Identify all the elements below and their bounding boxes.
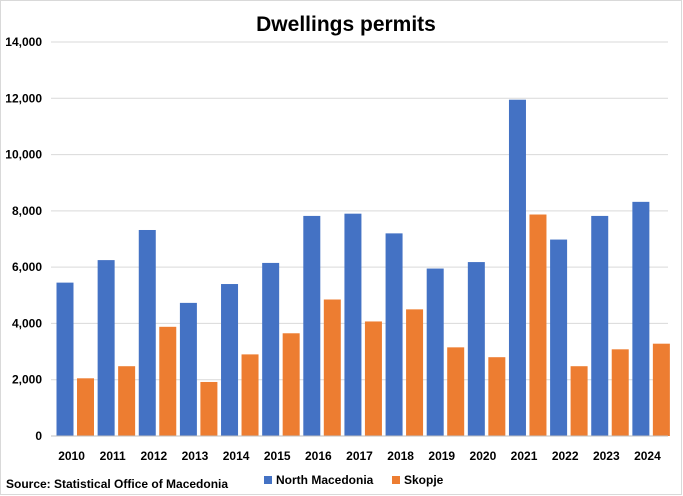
bar-skopje-2020: [488, 357, 506, 436]
bar-skopje-2019: [447, 347, 465, 436]
y-tick-label: 8,000: [12, 204, 42, 218]
bar-skopje-2024: [652, 343, 670, 436]
x-tick-label: 2013: [182, 449, 209, 463]
x-tick-label: 2023: [593, 449, 620, 463]
y-tick-label: 2,000: [12, 373, 42, 387]
y-tick-label: 12,000: [5, 91, 42, 105]
x-tick-label: 2021: [511, 449, 538, 463]
x-tick-label: 2012: [140, 449, 167, 463]
bar-skopje-2013: [200, 381, 218, 436]
bar-skopje-2022: [570, 366, 588, 436]
bar-skopje-2023: [611, 349, 629, 436]
x-tick-label: 2015: [264, 449, 291, 463]
bar-north-macedonia-2021: [508, 99, 526, 436]
bar-north-macedonia-2018: [385, 233, 403, 436]
bar-skopje-2014: [241, 354, 259, 436]
bar-north-macedonia-2020: [467, 262, 485, 436]
legend: North Macedonia Skopje: [264, 473, 444, 487]
legend-label: Skopje: [404, 473, 444, 487]
y-tick-label: 14,000: [5, 35, 42, 49]
bar-north-macedonia-2024: [632, 201, 650, 436]
bar-north-macedonia-2010: [56, 282, 74, 436]
bar-north-macedonia-2022: [550, 239, 568, 436]
source-note: Source: Statistical Office of Macedonia: [6, 477, 228, 491]
y-tick-label: 4,000: [12, 316, 42, 330]
x-tick-label: 2011: [100, 449, 126, 463]
bars: [56, 99, 670, 436]
bar-north-macedonia-2015: [262, 262, 280, 436]
y-tick-label: 6,000: [12, 260, 42, 274]
y-tick-label: 10,000: [5, 148, 42, 162]
legend-label: North Macedonia: [276, 473, 374, 487]
x-tick-label: 2024: [634, 449, 661, 463]
bar-skopje-2012: [159, 326, 177, 436]
bar-north-macedonia-2014: [221, 284, 239, 436]
bar-north-macedonia-2023: [591, 215, 609, 436]
legend-swatch: [392, 476, 400, 484]
legend-swatch: [264, 476, 272, 484]
bar-skopje-2010: [77, 378, 94, 436]
chart-title: Dwellings permits: [256, 13, 436, 36]
x-axis: 2010 2011 2012 2013 2014 2015 2016 2017 2018 2019…: [58, 449, 661, 463]
x-tick-label: 2014: [223, 449, 250, 463]
bar-skopje-2016: [323, 299, 341, 436]
x-tick-label: 2018: [387, 449, 414, 463]
x-tick-label: 2017: [346, 449, 373, 463]
x-tick-label: 2020: [470, 449, 497, 463]
bar-north-macedonia-2013: [179, 302, 197, 436]
bar-north-macedonia-2012: [138, 229, 156, 436]
bar-north-macedonia-2019: [426, 268, 444, 436]
bar-north-macedonia-2017: [344, 213, 362, 436]
bar-skopje-2017: [364, 321, 382, 436]
bar-skopje-2018: [406, 309, 424, 436]
bar-north-macedonia-2011: [97, 260, 115, 436]
x-tick-label: 2019: [428, 449, 455, 463]
x-tick-label: 2010: [58, 449, 85, 463]
x-tick-label: 2022: [552, 449, 579, 463]
bar-north-macedonia-2016: [303, 215, 321, 436]
bar-skopje-2021: [529, 214, 547, 436]
y-tick-label: 0: [35, 429, 42, 443]
bar-skopje-2011: [118, 366, 136, 436]
y-axis: 0 2,000 4,000 6,000 8,000 10,000 12,000 14,000: [5, 35, 42, 443]
x-tick-label: 2016: [305, 449, 332, 463]
bar-skopje-2015: [282, 333, 300, 436]
